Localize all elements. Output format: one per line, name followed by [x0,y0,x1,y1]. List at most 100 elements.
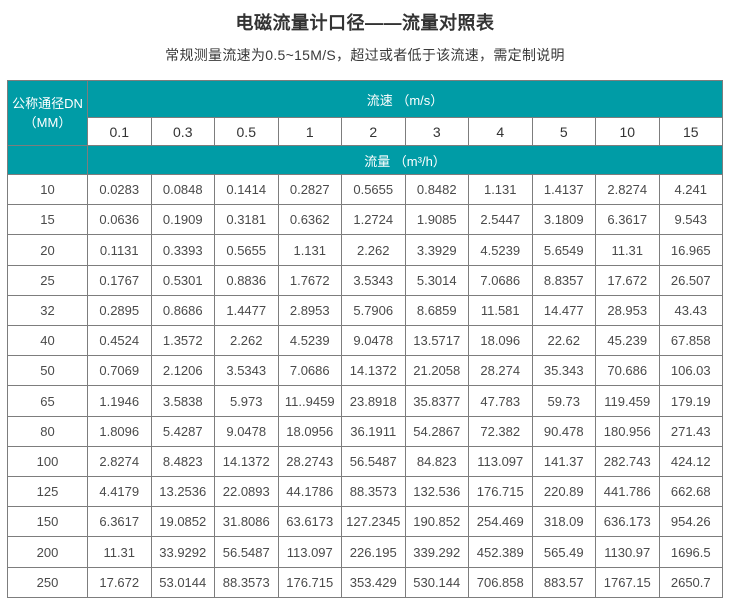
flow-value-cell: 67.858 [658,325,723,357]
corner-header-line1: 公称通径DN [12,95,83,111]
flow-value-cell: 5.973 [214,385,279,417]
flow-value-cell: 530.144 [404,566,469,598]
flow-value-cell: 11.31 [87,536,152,568]
table-row: 10 0.0283 0.0848 0.1414 0.2827 0.5655 0.8482 1.… [7,173,723,206]
flow-value-cell: 2.8274 [87,445,152,478]
flow-value-cell: 3.3929 [404,234,469,266]
dn-cell: 200 [7,536,88,568]
flow-value-cell: 28.2743 [277,445,342,478]
table-row: 125 4.4179 13.2536 22.0893 44.1786 88.3573 132… [7,476,723,508]
flow-value-cell: 0.0636 [87,204,152,236]
flow-value-cell: 0.5301 [150,264,215,296]
table-row: 32 0.2895 0.8686 1.4477 2.8953 5.7906 8.6859 11… [7,294,723,327]
table-row: 100 2.8274 8.4823 14.1372 28.2743 56.5487 84.8… [7,445,723,478]
table-row: 40 0.4524 1.3572 2.262 4.5239 9.0478 13.5717 18… [7,325,723,357]
flow-value-cell: 2.8953 [277,294,342,327]
flow-value-cell: 2.262 [341,234,406,266]
table-row: 150 6.3617 19.0852 31.8086 63.6173 127.2345 19… [7,506,723,538]
flow-value-cell: 5.3014 [404,264,469,296]
flow-value-cell: 28.953 [595,294,660,327]
dn-cell: 65 [7,385,88,417]
flow-value-cell: 19.0852 [150,506,215,538]
flow-value-cell: 8.8357 [531,264,596,296]
flow-value-cell: 113.097 [277,536,342,568]
table-row: 50 0.7069 2.1206 3.5343 7.0686 14.1372 21.2058… [7,355,723,387]
flow-value-cell: 0.1131 [87,234,152,266]
velocity-value-cell: 0.3 [150,117,215,146]
flow-value-cell: 1130.97 [595,536,660,568]
flow-value-cell: 127.2345 [341,506,406,538]
flow-value-cell: 106.03 [658,355,723,387]
flow-value-cell: 18.0956 [277,415,342,447]
flow-value-cell: 5.6549 [531,234,596,266]
flow-value-cell: 226.195 [341,536,406,568]
flow-value-cell: 0.2827 [277,173,342,206]
flow-value-cell: 179.19 [658,385,723,417]
table-row: 65 1.1946 3.5838 5.973 11..9459 23.8918 35.837… [7,385,723,417]
flow-value-cell: 452.389 [468,536,533,568]
flow-value-cell: 88.3573 [214,566,279,598]
table-row: 25 0.1767 0.5301 0.8836 1.7672 3.5343 5.3014 7.… [7,264,723,296]
flow-value-cell: 0.5655 [341,173,406,206]
flow-value-cell: 0.8686 [150,294,215,327]
flow-value-cell: 3.1809 [531,204,596,236]
flow-value-cell: 132.536 [404,476,469,508]
flow-value-cell: 220.89 [531,476,596,508]
flow-value-cell: 176.715 [277,566,342,598]
flow-value-cell: 0.2895 [87,294,152,327]
flow-value-cell: 1.4477 [214,294,279,327]
flow-value-cell: 3.5343 [341,264,406,296]
velocity-header: 流速 （m/s） [87,80,723,118]
flow-value-cell: 14.1372 [341,355,406,387]
dn-cell: 15 [7,204,88,236]
flow-value-cell: 31.8086 [214,506,279,538]
flow-value-cell: 271.43 [658,415,723,447]
dn-cell: 150 [7,506,88,538]
flow-value-cell: 0.1414 [214,173,279,206]
flow-value-cell: 2.1206 [150,355,215,387]
flow-value-cell: 56.5487 [341,445,406,478]
flow-value-cell: 1.4137 [531,173,596,206]
flow-value-cell: 72.382 [468,415,533,447]
flow-value-cell: 0.7069 [87,355,152,387]
flow-value-cell: 21.2058 [404,355,469,387]
flow-value-cell: 47.783 [468,385,533,417]
page-subtitle: 常规测量流速为0.5~15M/S，超过或者低于该流速，需定制说明 [165,47,565,63]
flow-value-cell: 4.4179 [87,476,152,508]
flow-corner-empty-cell [7,145,88,175]
flow-value-cell: 1.7672 [277,264,342,296]
flow-value-cell: 23.8918 [341,385,406,417]
flow-value-cell: 190.852 [404,506,469,538]
flow-value-cell: 2.5447 [468,204,533,236]
flow-value-cell: 9.543 [658,204,723,236]
velocity-value-cell: 15 [658,117,723,146]
flow-value-cell: 44.1786 [277,476,342,508]
table-row: 80 1.8096 5.4287 9.0478 18.0956 36.1911 54.286… [7,415,723,447]
flow-value-cell: 0.1909 [150,204,215,236]
flow-value-cell: 0.3181 [214,204,279,236]
flow-value-cell: 0.1767 [87,264,152,296]
dn-cell: 100 [7,445,88,478]
flow-value-cell: 0.6362 [277,204,342,236]
flow-value-cell: 22.62 [531,325,596,357]
flow-value-cell: 8.6859 [404,294,469,327]
flow-value-cell: 636.173 [595,506,660,538]
flow-value-cell: 662.68 [658,476,723,508]
flow-value-cell: 14.477 [531,294,596,327]
flow-value-cell: 63.6173 [277,506,342,538]
flow-value-cell: 1.1946 [87,385,152,417]
dn-cell: 50 [7,355,88,387]
flow-value-cell: 18.096 [468,325,533,357]
flow-value-cell: 70.686 [595,355,660,387]
flow-value-cell: 0.4524 [87,325,152,357]
flow-value-cell: 1.3572 [150,325,215,357]
flow-value-cell: 0.0283 [87,173,152,206]
flow-value-cell: 339.292 [404,536,469,568]
flow-value-cell: 353.429 [341,566,406,598]
flow-value-cell: 254.469 [468,506,533,538]
flow-value-cell: 113.097 [468,445,533,478]
flow-value-cell: 0.8482 [404,173,469,206]
flow-value-cell: 1.2724 [341,204,406,236]
flow-header: 流量 （m³/h） [87,145,723,175]
flow-value-cell: 1.8096 [87,415,152,447]
